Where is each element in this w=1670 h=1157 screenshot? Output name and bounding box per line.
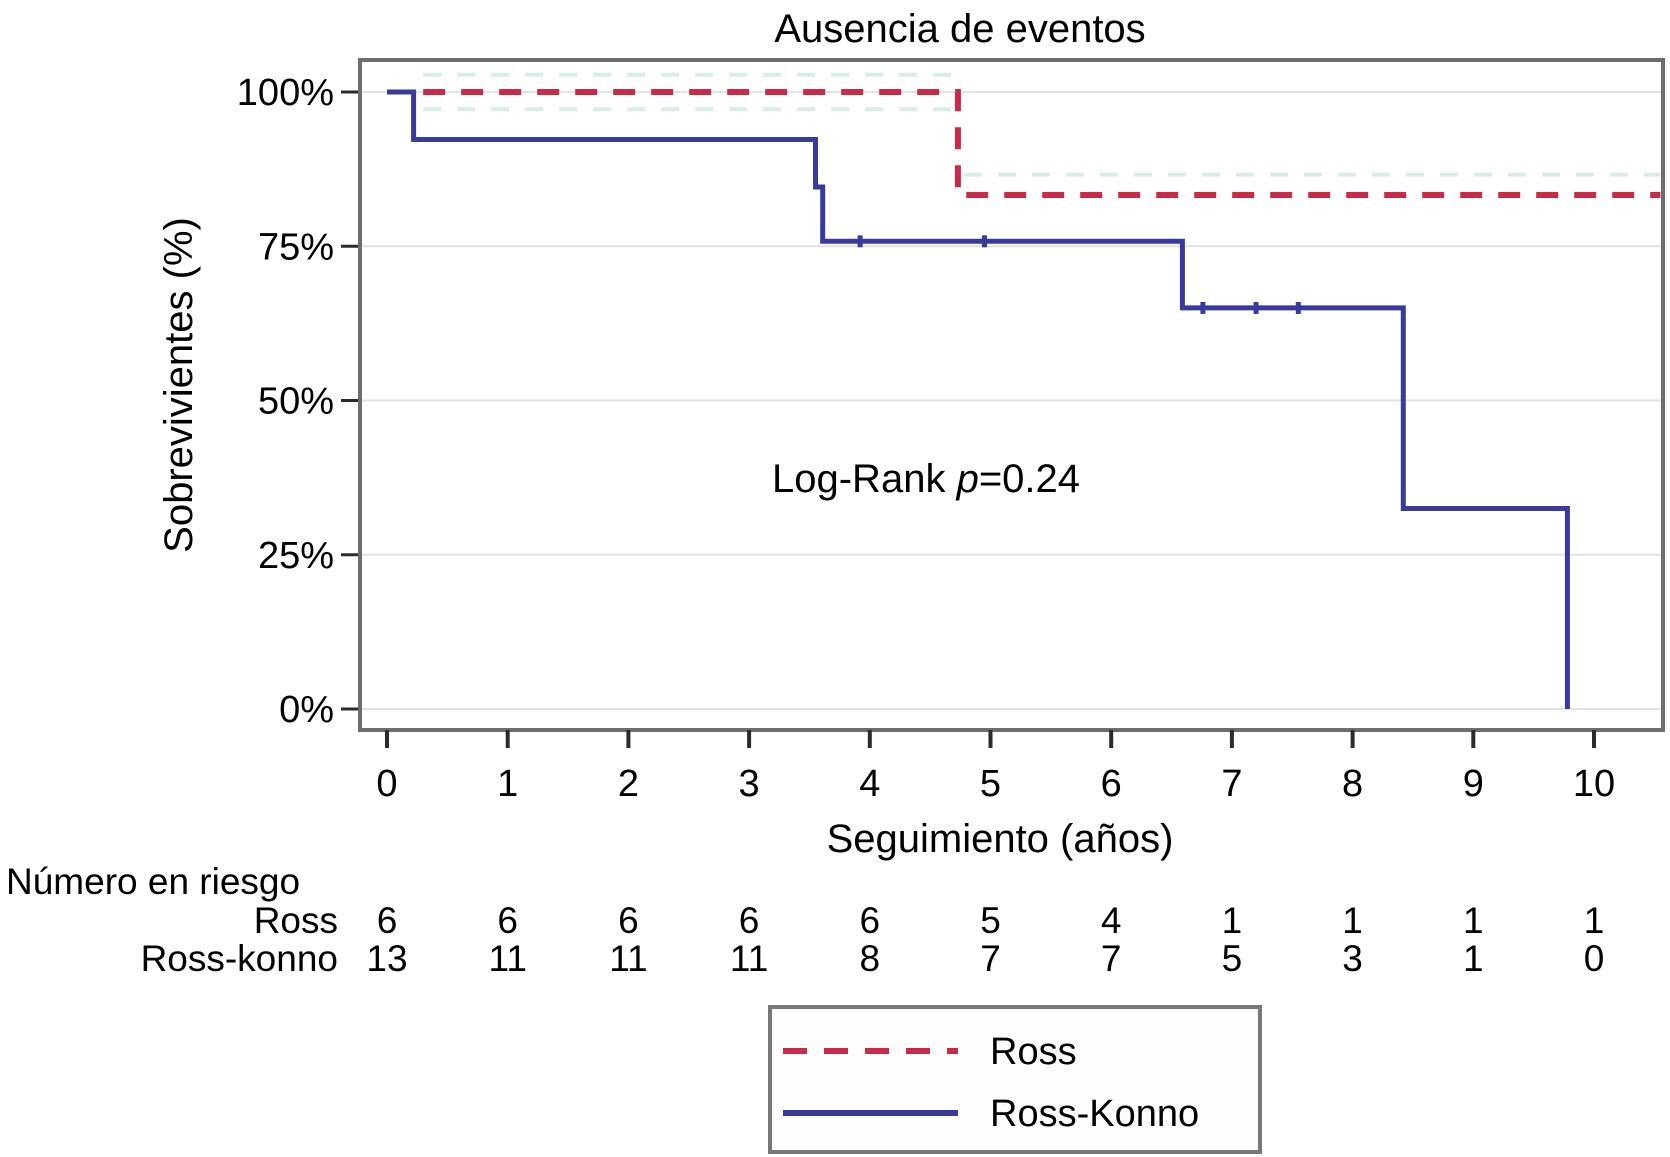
risk-value: 11 [609,938,647,979]
x-tick-label: 7 [1221,763,1242,805]
legend-box [768,1005,1262,1154]
x-axis-ticks [385,730,1596,748]
x-tick-label: 8 [1342,763,1363,805]
risk-value: 11 [730,938,768,979]
x-tick-label: 9 [1463,763,1484,805]
y-tick-label: 75% [258,226,334,268]
y-tick-label: 100% [237,72,334,114]
legend: Ross Ross-Konno [768,1005,1262,1154]
confidence-bands [423,72,1661,177]
censor-marks [857,235,1301,314]
log-rank-p-symbol: p [956,457,979,501]
x-tick-label: 5 [980,763,1001,805]
x-tick-label: 6 [1101,763,1122,805]
risk-value: 6 [739,900,760,941]
risk-value: 6 [377,900,398,941]
chart-title: Ausencia de eventos [774,7,1145,51]
risk-row-label-ross-konno: Ross-konno [141,938,338,979]
risk-table-values: 6 6 6 6 6 5 4 1 1 1 113 11 11 11 8 7 7 5 3 1 0 [366,900,1604,979]
x-axis-tick-labels: 0 1 2 3 4 5 6 7 8 9 10 [376,763,1615,805]
curve-ross-konno [387,89,1570,709]
risk-value: 3 [1342,938,1363,979]
x-tick-label: 4 [859,763,880,805]
y-axis-ticks [341,90,358,711]
risk-value: 7 [1101,938,1122,979]
risk-value: 1 [1584,900,1605,941]
y-tick-label: 25% [258,535,334,577]
log-rank-value: =0.24 [979,457,1080,501]
risk-value: 5 [980,900,1001,941]
risk-value: 0 [1584,938,1605,979]
log-rank-annotation: Log-Rank p=0.24 [772,457,1080,501]
legend-label-ross: Ross [990,1031,1077,1073]
risk-row-label-ross: Ross [254,900,338,941]
risk-value: 4 [1101,900,1122,941]
x-tick-label: 2 [618,763,639,805]
risk-value: 1 [1463,900,1484,941]
risk-table-title: Número en riesgo [6,861,300,902]
risk-value: 5 [1222,938,1243,979]
y-axis-tick-labels: 100% 75% 50% 25% 0% [237,72,334,731]
risk-value: 1 [1463,938,1484,979]
risk-value: 11 [488,938,526,979]
x-tick-label: 3 [739,763,760,805]
curve-ross [423,89,1661,198]
x-axis-label: Seguimiento (años) [827,817,1174,861]
y-tick-label: 50% [258,381,334,423]
plot-border [358,58,1665,732]
legend-label-ross-konno: Ross-Konno [990,1093,1199,1135]
risk-value: 7 [980,938,1001,979]
x-tick-label: 0 [376,763,397,805]
risk-value: 8 [860,938,881,979]
risk-value: 6 [497,900,518,941]
y-axis-label: Sobrevivientes (%) [157,217,201,553]
risk-value: 6 [618,900,639,941]
risk-value: 13 [366,938,407,979]
x-tick-label: 10 [1573,763,1615,805]
risk-value: 1 [1342,900,1363,941]
risk-value: 1 [1222,900,1243,941]
x-tick-label: 1 [497,763,518,805]
survival-curves [387,89,1661,709]
risk-value: 6 [860,900,881,941]
log-rank-prefix: Log-Rank [772,457,957,501]
y-tick-label: 0% [279,689,334,731]
